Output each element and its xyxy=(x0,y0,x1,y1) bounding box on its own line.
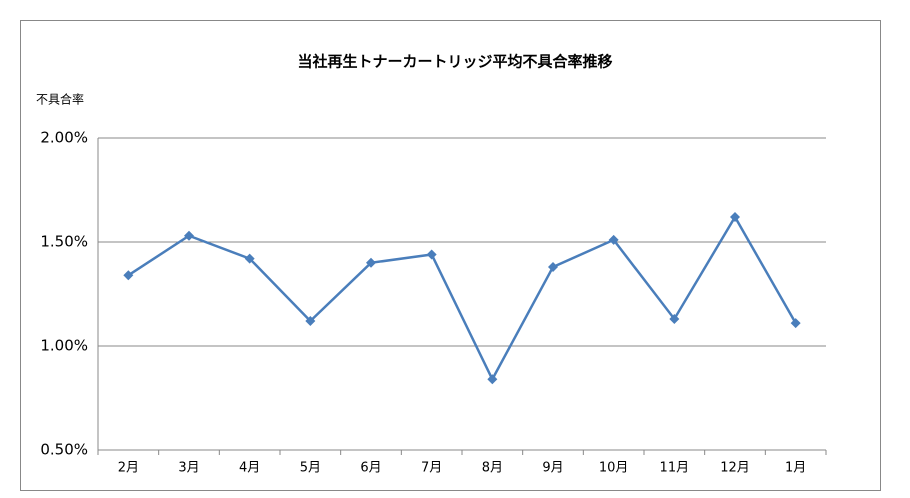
data-point xyxy=(305,316,316,327)
data-point xyxy=(426,249,437,260)
x-tick-label: 1月 xyxy=(785,461,806,476)
y-tick-label: 1.00% xyxy=(40,337,88,355)
x-tick-label: 11月 xyxy=(660,461,690,476)
x-tick-label: 8月 xyxy=(482,461,503,476)
x-tick-label: 5月 xyxy=(300,461,321,476)
chart-title: 当社再生トナーカートリッジ平均不具合率推移 xyxy=(297,53,612,71)
x-tick-label: 2月 xyxy=(118,461,139,476)
data-point xyxy=(184,230,194,241)
chart-border xyxy=(20,20,881,491)
x-tick-label: 6月 xyxy=(360,461,381,476)
data-point xyxy=(608,234,619,245)
data-point xyxy=(669,313,680,324)
y-tick-label: 1.50% xyxy=(40,233,88,251)
x-tick-label: 4月 xyxy=(239,461,260,476)
data-point xyxy=(244,253,255,264)
y-axis-label: 不具合率 xyxy=(36,92,84,107)
x-tick-label: 10月 xyxy=(599,461,629,476)
data-point xyxy=(548,261,558,272)
x-tick-label: 12月 xyxy=(720,461,750,476)
y-tick-label: 0.50% xyxy=(40,441,88,459)
data-point xyxy=(123,270,134,281)
data-point xyxy=(790,318,801,329)
x-tick-label: 9月 xyxy=(542,461,563,476)
data-point xyxy=(730,212,740,223)
x-tick-label: 3月 xyxy=(178,461,199,476)
x-tick-label: 7月 xyxy=(421,461,442,476)
data-point xyxy=(487,374,498,385)
data-point xyxy=(366,257,376,268)
data-line xyxy=(127,214,797,383)
y-tick-label: 2.00% xyxy=(40,129,88,147)
